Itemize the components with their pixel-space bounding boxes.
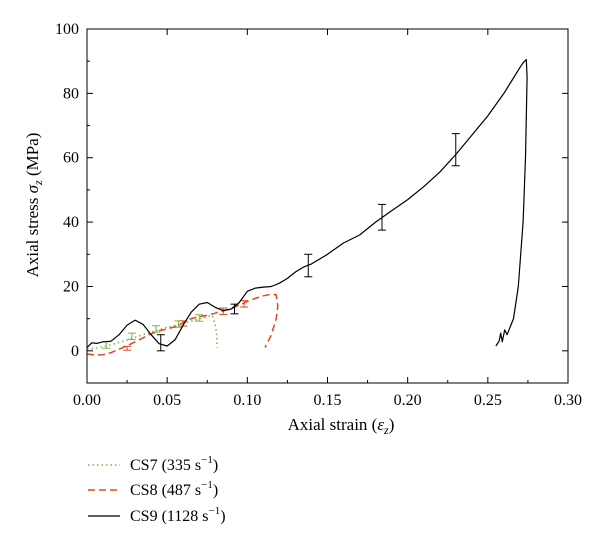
x-tick-label: 0.10 bbox=[233, 392, 261, 409]
y-tick-label: 20 bbox=[63, 278, 79, 295]
y-tick-label: 100 bbox=[55, 21, 79, 38]
axes: 0.00 0.05 0.10 0.15 0.20 0.25 0.30 0 20 40 60 80 100 bbox=[55, 21, 582, 409]
legend-label-cs9: CS9 (1128 s−1) bbox=[130, 505, 226, 525]
plot-area bbox=[86, 59, 528, 356]
series-line-cs8 bbox=[86, 293, 279, 356]
legend: CS7 (335 s−1) CS8 (487 s−1) CS9 (1128 s−… bbox=[88, 454, 226, 525]
legend-label-cs8: CS8 (487 s−1) bbox=[130, 479, 218, 499]
plot-frame bbox=[86, 28, 569, 384]
x-tick-label: 0.00 bbox=[73, 392, 101, 409]
y-axis-title: Axial stress σz (MPa) bbox=[23, 133, 45, 278]
x-tick-label: 0.15 bbox=[314, 392, 342, 409]
series-line-cs9 bbox=[86, 59, 528, 349]
y-tick-label: 40 bbox=[63, 214, 79, 231]
y-tick-label: 80 bbox=[63, 85, 79, 102]
x-tick-label: 0.20 bbox=[394, 392, 422, 409]
y-tick-label: 0 bbox=[71, 343, 79, 360]
x-axis-title: Axial strain (εz) bbox=[288, 415, 395, 437]
legend-label-cs7: CS7 (335 s−1) bbox=[130, 454, 218, 474]
x-tick-label: 0.05 bbox=[153, 392, 181, 409]
x-tick-label: 0.30 bbox=[554, 392, 582, 409]
x-tick-label: 0.25 bbox=[474, 392, 502, 409]
y-tick-label: 60 bbox=[63, 150, 79, 167]
